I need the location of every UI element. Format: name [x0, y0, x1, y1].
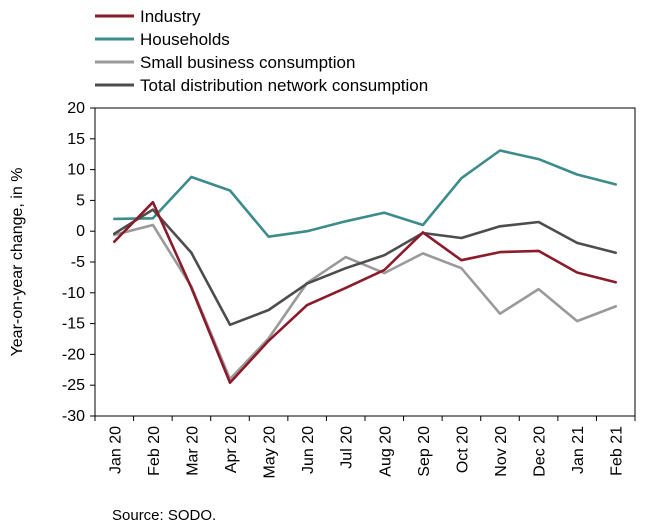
y-tick-label: 15	[67, 131, 85, 148]
legend-label: Small business consumption	[140, 53, 355, 72]
legend-label: Industry	[140, 7, 201, 26]
x-axis: Jan 20 Feb 20 Mar 20 Apr 20 May 20 Jun 20 Jul …	[94, 416, 636, 479]
y-axis: 20 15 10 5 0 -5 -10 -15 -20 -25 -30	[62, 100, 95, 425]
y-tick-label: 0	[76, 223, 85, 240]
y-tick-label: -10	[62, 285, 85, 302]
x-tick-label: Dec 20	[532, 426, 549, 477]
x-tick-label: Oct 20	[454, 426, 471, 473]
x-tick-label: Mar 20	[184, 426, 201, 476]
y-tick-label: -20	[62, 346, 85, 363]
series-line-total-distribution-network-consumption	[113, 208, 618, 327]
x-tick-label: Sep 20	[416, 426, 433, 477]
series-line-small-business-consumption	[113, 223, 618, 381]
x-tick-label: Apr 20	[223, 426, 240, 473]
y-tick-label: 5	[76, 192, 85, 209]
x-tick-label: Feb 21	[609, 426, 626, 476]
y-tick-label: -25	[62, 377, 85, 394]
y-tick-label: -30	[62, 408, 85, 425]
y-axis-title-group: Year-on-year change, in %	[9, 168, 26, 357]
source-note: Source: SODO.	[112, 507, 216, 524]
y-tick-label: -15	[62, 316, 85, 333]
x-tick-label: Aug 20	[377, 426, 394, 477]
x-tick-label: Nov 20	[493, 426, 510, 477]
series-lines	[113, 149, 618, 385]
x-tick-label: Jan 20	[107, 426, 124, 474]
legend-label: Total distribution network consumption	[140, 76, 428, 95]
x-tick-label: Feb 20	[146, 426, 163, 476]
y-tick-label: -5	[71, 254, 85, 271]
legend: Industry Households Small business consump…	[95, 7, 428, 95]
legend-label: Households	[140, 30, 230, 49]
series-line-households	[113, 149, 618, 238]
series-line-industry	[113, 200, 618, 385]
y-axis-title: Year-on-year change, in %	[9, 168, 26, 357]
y-tick-label: 20	[67, 100, 85, 117]
x-tick-label: Jan 21	[570, 426, 587, 474]
x-tick-label: May 20	[262, 426, 279, 479]
x-tick-label: Jul 20	[339, 426, 356, 469]
x-tick-label: Jun 20	[300, 426, 317, 474]
y-tick-label: 10	[67, 162, 85, 179]
